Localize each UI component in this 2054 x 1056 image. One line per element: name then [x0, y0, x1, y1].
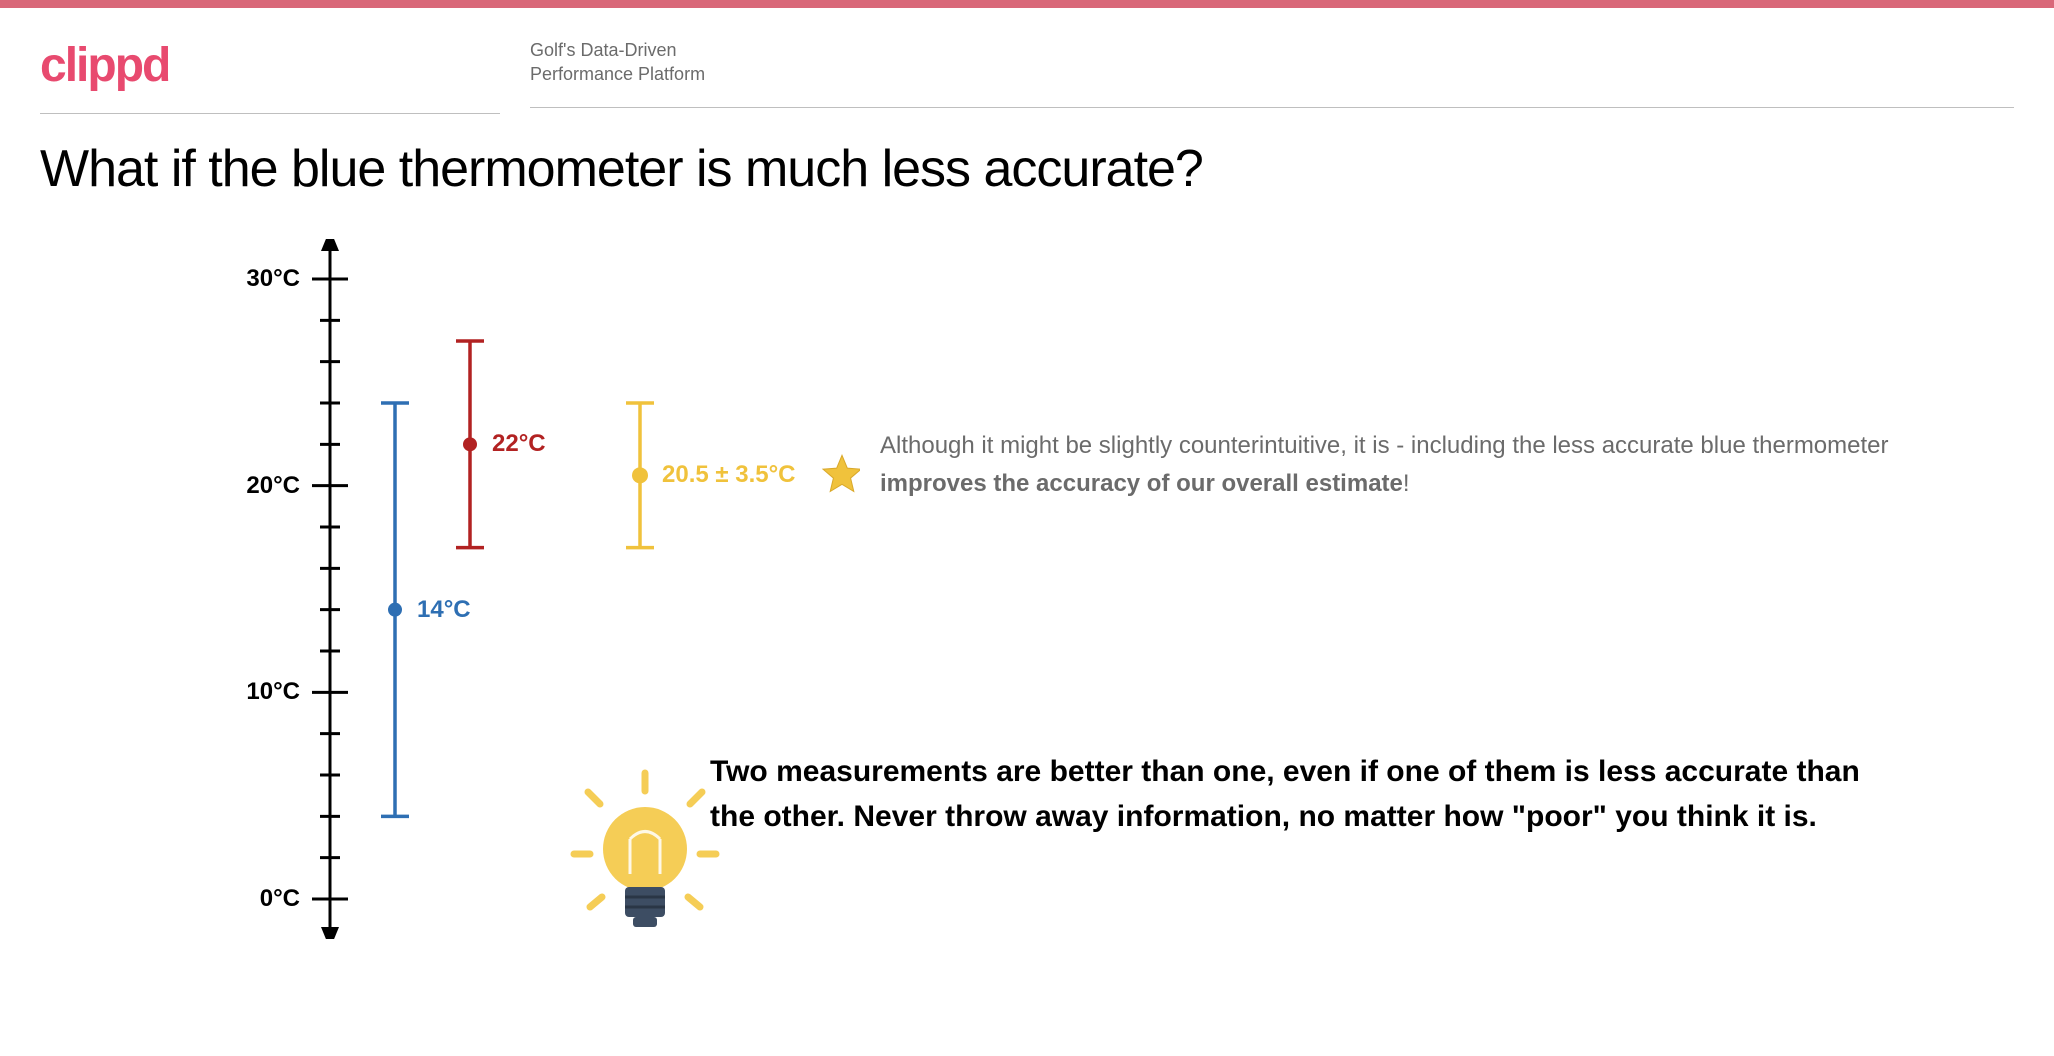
explanation-paragraph: Although it might be slightly counterint… [880, 427, 1984, 501]
para-pre: Although it might be slightly counterint… [880, 432, 1889, 459]
axis-tick-label: 20°C [230, 472, 300, 500]
takeaway-text: Two measurements are better than one, ev… [710, 749, 1910, 839]
subtitle-line-1: Golf's Data-Driven [530, 38, 2014, 62]
lightbulb-icon [570, 769, 720, 944]
logo-block: clippd [40, 28, 500, 114]
series-label-yellow: 20.5 ± 3.5°C [662, 461, 796, 489]
axis-tick-label: 0°C [230, 885, 300, 913]
brand-subtitle: Golf's Data-Driven Performance Platform [530, 28, 2014, 108]
top-accent-bar [0, 0, 2054, 8]
brand-logo: clippd [40, 38, 500, 93]
series-label-red: 22°C [492, 430, 546, 458]
content: 0°C 10°C 20°C 30°C 14°C 22°C 20.5 ± 3.5°C Alth… [0, 209, 2054, 979]
header: clippd Golf's Data-Driven Performance Pl… [0, 8, 2054, 114]
axis-tick-label: 10°C [230, 678, 300, 706]
series-label-blue: 14°C [417, 596, 471, 624]
axis-tick-label: 30°C [230, 265, 300, 293]
para-bold: improves the accuracy of our overall est… [880, 470, 1403, 497]
para-post: ! [1403, 470, 1410, 497]
subtitle-line-2: Performance Platform [530, 62, 2014, 86]
page-title: What if the blue thermometer is much les… [0, 114, 2054, 209]
